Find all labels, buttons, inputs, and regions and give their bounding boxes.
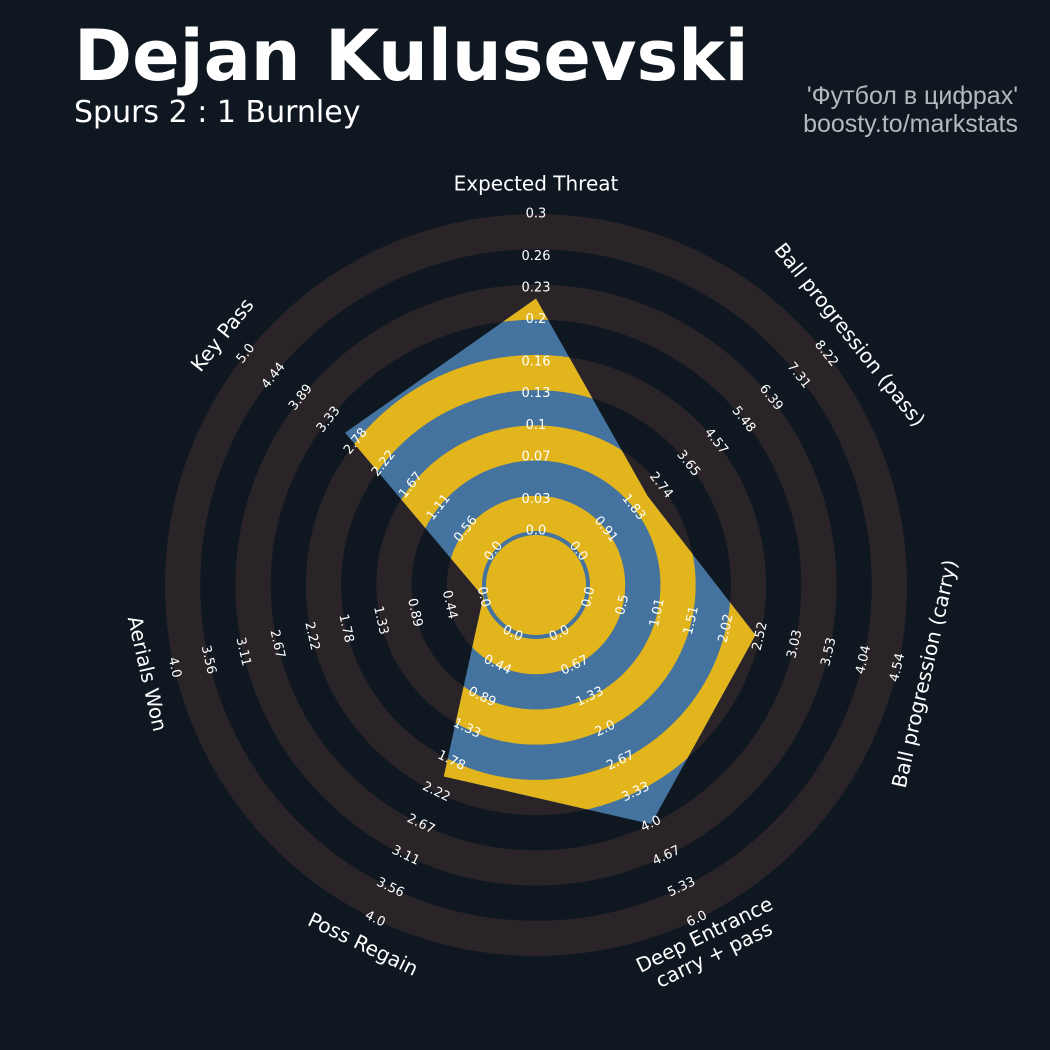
tick-label: 0.16 xyxy=(522,354,551,369)
tick-label: 0.1 xyxy=(526,418,547,433)
tick-label: 0.13 xyxy=(522,386,551,401)
tick-label: 1.51 xyxy=(681,605,702,637)
tick-label: 0.3 xyxy=(526,207,547,222)
tick-label: 1.01 xyxy=(647,597,668,629)
tick-label: 0.0 xyxy=(579,585,598,609)
tick-label: 0.44 xyxy=(439,589,460,621)
tick-label: 0.2 xyxy=(526,312,547,327)
tick-label: 0.26 xyxy=(522,249,551,264)
tick-label: 2.67 xyxy=(267,628,288,660)
ring-band xyxy=(165,214,907,956)
axis-name: Expected Threat xyxy=(454,172,619,196)
tick-label: 3.03 xyxy=(784,628,805,660)
tick-label: 4.04 xyxy=(853,644,874,676)
tick-label: 0.23 xyxy=(522,280,551,295)
tick-label: 1.78 xyxy=(335,613,356,645)
tick-label: 3.11 xyxy=(233,636,254,668)
tick-label: 0.5 xyxy=(613,593,632,617)
chart-title: Dejan Kulusevski xyxy=(74,15,749,97)
center-disk xyxy=(486,535,586,635)
tick-label: 2.02 xyxy=(716,613,737,645)
tick-label: 0.0 xyxy=(526,524,547,539)
tick-label: 3.56 xyxy=(198,644,219,676)
inner-ring-band xyxy=(345,298,756,825)
tick-label: 3.53 xyxy=(818,636,839,668)
tick-label: 0.07 xyxy=(522,450,551,465)
tick-label: 1.33 xyxy=(370,605,391,637)
tick-label: 2.22 xyxy=(301,620,322,652)
tick-label: 4.54 xyxy=(887,652,908,684)
chart-subtitle: Spurs 2 : 1 Burnley xyxy=(74,95,360,130)
credit: 'Футбол в цифрах' xyxy=(807,82,1018,110)
tick-label: 0.0 xyxy=(474,585,493,609)
tick-label: 2.52 xyxy=(750,620,771,652)
tick-label: 0.89 xyxy=(404,597,425,629)
tick-label: 0.03 xyxy=(522,492,551,507)
credit: boosty.to/markstats xyxy=(803,110,1018,138)
tick-label: 4.0 xyxy=(165,656,184,680)
